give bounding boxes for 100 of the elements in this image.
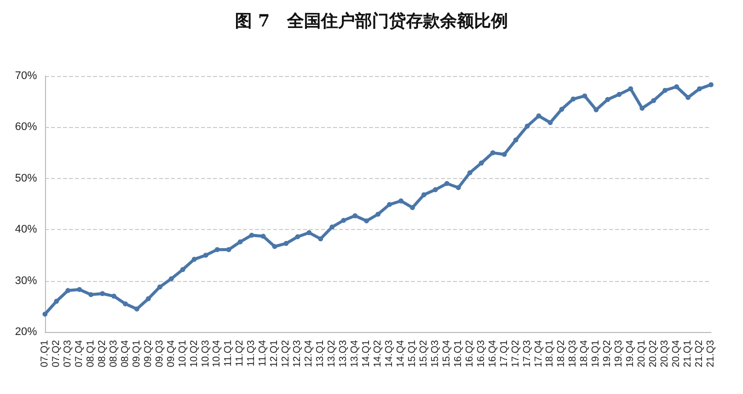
x-tick-label: 12.Q4 [304, 340, 315, 368]
point [548, 120, 553, 126]
x-tick-label: 14.Q1 [361, 340, 372, 368]
x-tick-label: 17.Q3 [522, 340, 533, 368]
x-tick-label: 15.Q1 [406, 340, 418, 368]
x-tick-label: 15.Q3 [430, 340, 441, 368]
x-tick-label: 16.Q3 [476, 340, 487, 368]
x-tick-label: 12.Q1 [269, 340, 280, 368]
x-tick-label: 14.Q4 [395, 340, 406, 368]
x-tick-label: 16.Q4 [487, 340, 498, 368]
point [122, 301, 128, 306]
x-tick-label: 15.Q2 [418, 340, 430, 368]
point [524, 124, 530, 129]
point [708, 82, 714, 88]
point [662, 88, 668, 93]
point [249, 232, 254, 238]
x-tick-label: 07.Q1 [40, 340, 50, 368]
point [76, 287, 82, 292]
x-tick-label: 20.Q3 [660, 340, 671, 368]
x-tick-label: 12.Q3 [292, 340, 304, 368]
point [306, 230, 312, 236]
x-tick-label: 20.Q2 [648, 340, 660, 368]
x-tick-label: 18.Q4 [579, 340, 590, 368]
point [686, 95, 691, 100]
x-tick-label: 13.Q4 [350, 340, 361, 368]
x-tick-label: 18.Q3 [568, 340, 579, 368]
x-tick-label: 21.Q2 [694, 340, 706, 368]
y-tick-label: 30% [14, 274, 38, 287]
point [410, 205, 415, 210]
point [226, 247, 232, 252]
x-tick-label: 09.Q1 [131, 340, 142, 368]
x-tick-label: 11.Q3 [246, 340, 258, 366]
x-tick-label: 11.Q4 [258, 340, 269, 366]
x-tick-label: 10.Q1 [177, 340, 188, 368]
x-tick-label: 08.Q3 [108, 340, 120, 368]
x-tick-label: 13.Q3 [338, 340, 350, 368]
point [570, 96, 576, 102]
x-tick-label: 13.Q2 [326, 340, 338, 368]
point [651, 98, 656, 104]
point [536, 113, 542, 118]
point [192, 256, 197, 262]
point [502, 152, 507, 157]
x-tick-label: 18.Q2 [556, 340, 568, 368]
point [134, 306, 140, 312]
point [605, 97, 610, 102]
x-tick-label: 19.Q3 [614, 340, 625, 368]
point [628, 86, 634, 92]
x-tick-label: 18.Q1 [544, 340, 556, 368]
point [157, 284, 162, 290]
x-tick-label: 09.Q4 [166, 340, 177, 368]
x-tick-label: 09.Q3 [154, 340, 166, 368]
point [432, 187, 438, 192]
point [88, 292, 94, 298]
x-tick-label: 10.Q3 [200, 340, 212, 368]
point [386, 202, 392, 208]
point [111, 294, 116, 299]
point [421, 192, 426, 198]
y-tick-label: 60% [14, 121, 38, 134]
x-tick-label: 15.Q4 [441, 340, 452, 368]
y-tick-label: 40% [14, 224, 38, 236]
point [214, 247, 220, 252]
x-tick-label: 07.Q3 [62, 340, 74, 368]
point [364, 218, 370, 224]
x-tick-label: 12.Q2 [280, 340, 292, 368]
point [594, 107, 599, 112]
point [272, 244, 278, 249]
x-tick-label: 14.Q3 [384, 340, 395, 368]
x-tick-label: 20.Q4 [671, 340, 682, 368]
x-tick-label: 16.Q1 [452, 340, 464, 368]
x-tick-label: 08.Q2 [96, 340, 108, 368]
point [697, 86, 702, 92]
point [352, 213, 358, 218]
x-tick-label: 10.Q4 [212, 340, 223, 368]
point [260, 234, 266, 239]
point [674, 84, 680, 90]
point [100, 291, 105, 296]
x-tick-label: 08.Q1 [85, 340, 96, 368]
x-tick-label: 17.Q4 [533, 340, 544, 368]
point [42, 312, 48, 317]
point [318, 236, 324, 242]
x-tick-label: 10.Q2 [188, 340, 200, 368]
point [467, 170, 472, 176]
x-tick-label: 17.Q1 [498, 340, 510, 368]
point [456, 185, 461, 190]
point [376, 212, 380, 217]
y-tick-label: 20% [14, 326, 38, 338]
point [168, 276, 174, 282]
x-tick-label: 19.Q2 [602, 340, 614, 368]
point [65, 288, 70, 294]
point [398, 198, 404, 204]
x-tick-label: 19.Q4 [625, 340, 636, 368]
x-tick-label: 21.Q1 [682, 340, 694, 368]
point [284, 240, 289, 246]
x-tick-label: 21.Q3 [706, 340, 716, 368]
x-tick-label: 19.Q1 [590, 340, 602, 368]
point [640, 106, 645, 111]
chart-title: 图 7 全国住户部门贷存款余额比例 [235, 12, 508, 32]
point [203, 252, 208, 258]
y-tick-label: 50% [14, 172, 38, 184]
x-tick-label: 07.Q4 [74, 340, 85, 368]
